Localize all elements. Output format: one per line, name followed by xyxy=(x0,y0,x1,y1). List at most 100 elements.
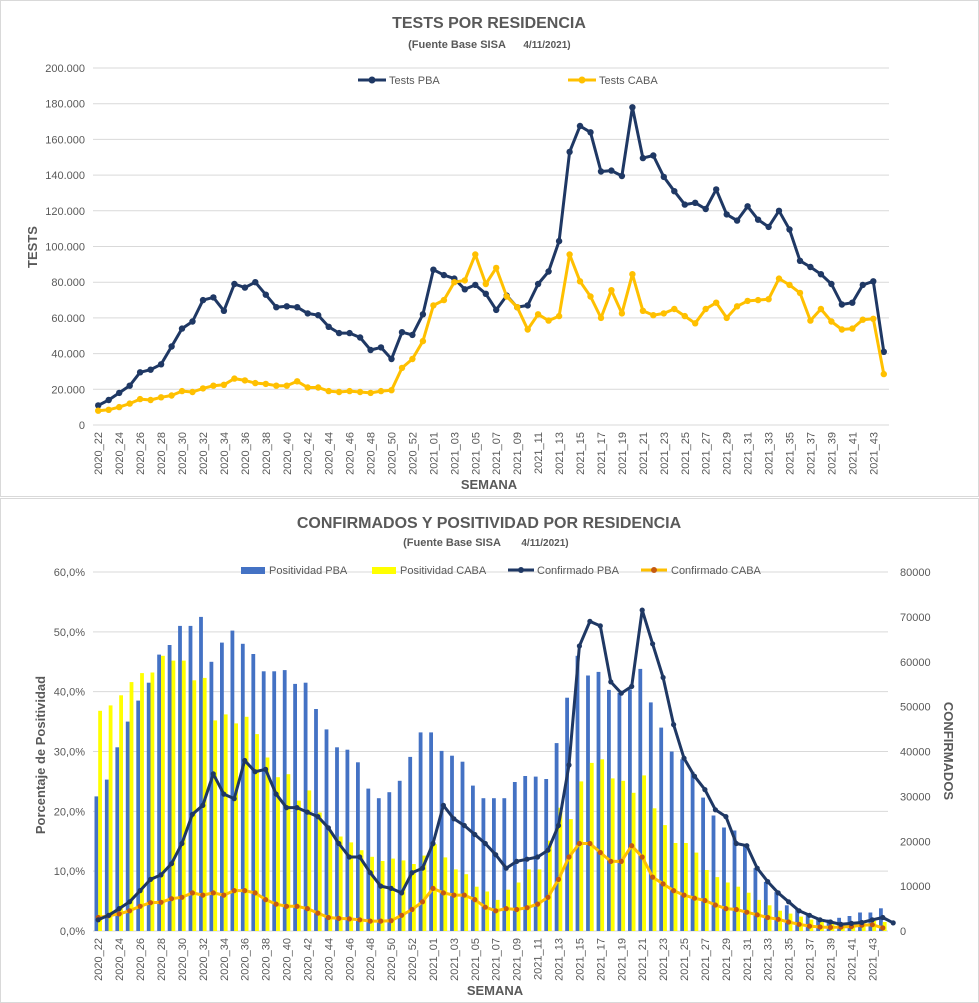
bar-positividad-pba xyxy=(356,762,360,931)
data-point-confirmado-caba xyxy=(587,840,593,847)
data-point-confirmado-caba xyxy=(179,894,185,900)
data-point-confirmado-pba xyxy=(95,917,101,923)
data-point-confirmado-pba xyxy=(817,917,823,923)
bar-positividad-pba xyxy=(345,749,350,931)
y2-tick-label: 40000 xyxy=(900,747,931,759)
data-point-tests-caba xyxy=(587,293,594,300)
data-point-confirmado-pba xyxy=(283,805,290,811)
data-point-tests-caba xyxy=(849,325,856,332)
bar-positividad-pba xyxy=(261,671,266,931)
data-point-tests-pba xyxy=(807,263,814,271)
bar-positividad-pba xyxy=(879,908,883,931)
y-tick-label: 30,0% xyxy=(54,747,85,759)
bar-positividad-caba xyxy=(98,710,102,931)
data-point-tests-pba xyxy=(828,280,835,288)
data-point-confirmado-caba xyxy=(231,888,237,894)
data-point-confirmado-caba xyxy=(660,881,666,887)
data-point-tests-caba xyxy=(859,316,866,323)
data-point-tests-caba xyxy=(566,251,573,258)
series-line-tests-pba xyxy=(97,105,886,407)
data-point-confirmado-pba xyxy=(325,825,331,831)
bar-positividad-pba xyxy=(596,671,601,931)
bar-positividad-caba xyxy=(213,720,218,931)
data-point-tests-pba xyxy=(744,203,751,210)
data-point-tests-pba xyxy=(95,402,102,409)
data-point-confirmado-pba xyxy=(409,870,415,876)
data-point-confirmado-pba xyxy=(639,607,645,613)
bar-positividad-pba xyxy=(460,761,465,931)
bar-positividad-pba xyxy=(429,732,433,931)
y-tick-label: 100.000 xyxy=(45,242,85,254)
bar-positividad-caba xyxy=(422,855,427,931)
bar-positividad-caba xyxy=(317,812,322,931)
confirmados-y-tick-labels: 0,0% 10,0% 20,0% 30,0% 40,0% 50,0% 60,0% xyxy=(54,567,85,938)
data-point-confirmado-pba xyxy=(744,843,750,849)
bar-positividad-caba xyxy=(338,836,343,931)
legend-marker-confirmado-caba xyxy=(651,567,657,573)
x-tick-label: 2020_48 xyxy=(365,938,377,981)
bar-positividad-pba xyxy=(701,797,705,931)
data-point-confirmado-pba xyxy=(702,787,708,793)
x-tick-label: 2021_41 xyxy=(846,938,858,981)
data-point-tests-caba xyxy=(493,264,500,272)
data-point-confirmado-pba xyxy=(608,679,614,685)
y-tick-label: 80.000 xyxy=(51,277,85,289)
data-point-confirmado-caba xyxy=(765,914,771,921)
data-point-tests-caba xyxy=(817,305,825,313)
data-point-tests-pba xyxy=(597,168,605,175)
bar-positividad-caba xyxy=(171,660,176,931)
data-point-confirmado-pba xyxy=(242,757,248,764)
y2-tick-label: 20000 xyxy=(900,836,931,848)
x-tick-label: 2020_44 xyxy=(323,938,335,981)
data-point-tests-pba xyxy=(692,199,699,206)
data-point-confirmado-pba xyxy=(399,890,405,896)
data-point-tests-caba xyxy=(608,287,615,294)
bar-positividad-caba xyxy=(495,899,500,931)
data-point-confirmado-pba xyxy=(493,852,499,858)
data-point-tests-caba xyxy=(744,297,751,305)
data-point-confirmado-caba xyxy=(430,885,436,891)
data-point-tests-caba xyxy=(880,370,887,378)
bar-positividad-caba xyxy=(276,777,280,931)
bar-positividad-caba xyxy=(464,874,469,931)
data-point-confirmado-caba xyxy=(786,919,792,925)
data-point-confirmado-pba xyxy=(179,840,185,847)
data-point-confirmado-pba xyxy=(221,791,227,797)
bar-positividad-caba xyxy=(474,886,479,931)
data-point-confirmado-caba xyxy=(210,890,216,896)
bar-positividad-pba xyxy=(638,668,643,931)
data-point-confirmado-caba xyxy=(367,918,373,924)
x-tick-label: 2021_39 xyxy=(826,432,838,475)
data-point-tests-pba xyxy=(859,281,866,289)
x-tick-label: 2021_35 xyxy=(785,432,797,475)
bar-positividad-caba xyxy=(265,757,270,931)
data-point-tests-caba xyxy=(461,277,468,284)
bar-positividad-pba xyxy=(628,689,632,931)
data-point-confirmado-pba xyxy=(315,814,321,820)
data-point-confirmado-pba xyxy=(827,919,834,925)
x-tick-label: 2021_13 xyxy=(553,938,565,981)
x-tick-label: 2020_34 xyxy=(219,432,231,475)
data-point-confirmado-caba xyxy=(189,890,195,896)
bar-positividad-pba xyxy=(481,798,486,931)
bar-positividad-caba xyxy=(307,790,312,931)
data-point-confirmado-caba xyxy=(545,894,551,900)
confirmados-y-axis-label: Porcentaje de Positividad xyxy=(33,676,48,834)
bar-positividad-caba xyxy=(610,778,615,931)
data-point-tests-caba xyxy=(870,315,877,322)
data-point-confirmado-pba xyxy=(765,879,771,885)
data-point-tests-caba xyxy=(828,318,835,325)
series-line-tests-caba xyxy=(98,253,886,413)
bar-positividad-pba xyxy=(753,868,758,931)
data-point-tests-caba xyxy=(692,320,699,327)
data-point-tests-caba xyxy=(231,375,238,382)
legend-label-tests-pba: Tests PBA xyxy=(389,75,440,87)
bar-positividad-pba xyxy=(523,776,528,931)
data-point-tests-pba xyxy=(671,188,678,195)
x-tick-label: 2020_28 xyxy=(156,432,168,475)
x-tick-label: 2021_13 xyxy=(554,432,566,475)
x-tick-label: 2020_44 xyxy=(324,432,336,475)
data-point-confirmado-pba xyxy=(806,912,813,918)
bar-positividad-pba xyxy=(125,721,130,931)
data-point-confirmado-caba xyxy=(535,901,541,907)
